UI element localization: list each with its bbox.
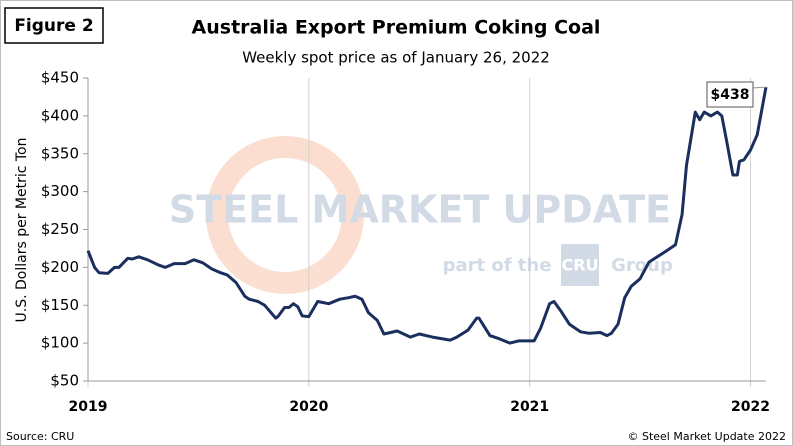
chart-subtitle: Weekly spot price as of January 26, 2022 bbox=[242, 49, 550, 67]
figure-box bbox=[4, 7, 104, 44]
y-tick-label: $350 bbox=[41, 144, 79, 162]
watermark-box bbox=[561, 244, 599, 286]
annotation-leader bbox=[751, 86, 767, 89]
y-axis-title: U.S. Dollars per Metric Ton bbox=[14, 138, 30, 323]
y-tick-label: $450 bbox=[41, 69, 79, 87]
watermark-cru: CRU bbox=[561, 256, 598, 275]
x-tick-label: 2020 bbox=[289, 399, 328, 415]
annotation: $438 bbox=[711, 87, 750, 103]
chart-title: Australia Export Premium Coking Coal bbox=[192, 17, 601, 39]
y-tick-label: $400 bbox=[41, 106, 79, 124]
annotation-box bbox=[706, 81, 754, 108]
y-tick-label: $50 bbox=[50, 372, 79, 390]
watermark: STEEL MARKET UPDATE part of the CRU Grou… bbox=[169, 136, 673, 294]
watermark-logo bbox=[206, 136, 364, 294]
y-tick-label: $100 bbox=[41, 334, 79, 352]
watermark-text: part of the bbox=[443, 255, 552, 276]
watermark-text: Group bbox=[611, 255, 673, 276]
x-tick-label: 2021 bbox=[510, 399, 549, 415]
figure-label: Figure 2 bbox=[14, 16, 93, 36]
y-tick-label: $150 bbox=[41, 296, 79, 314]
x-tick-label: 2019 bbox=[69, 399, 108, 415]
y-tick-label: $300 bbox=[41, 182, 79, 200]
y-tick-label: $200 bbox=[41, 258, 79, 276]
x-tick-label: 2022 bbox=[731, 399, 770, 415]
watermark-brand: STEEL MARKET UPDATE bbox=[169, 188, 671, 232]
copyright: © Steel Market Update 2022 bbox=[627, 430, 786, 443]
price-line bbox=[86, 86, 768, 345]
y-tick-label: $250 bbox=[41, 220, 79, 238]
source: Source: CRU bbox=[6, 430, 74, 443]
